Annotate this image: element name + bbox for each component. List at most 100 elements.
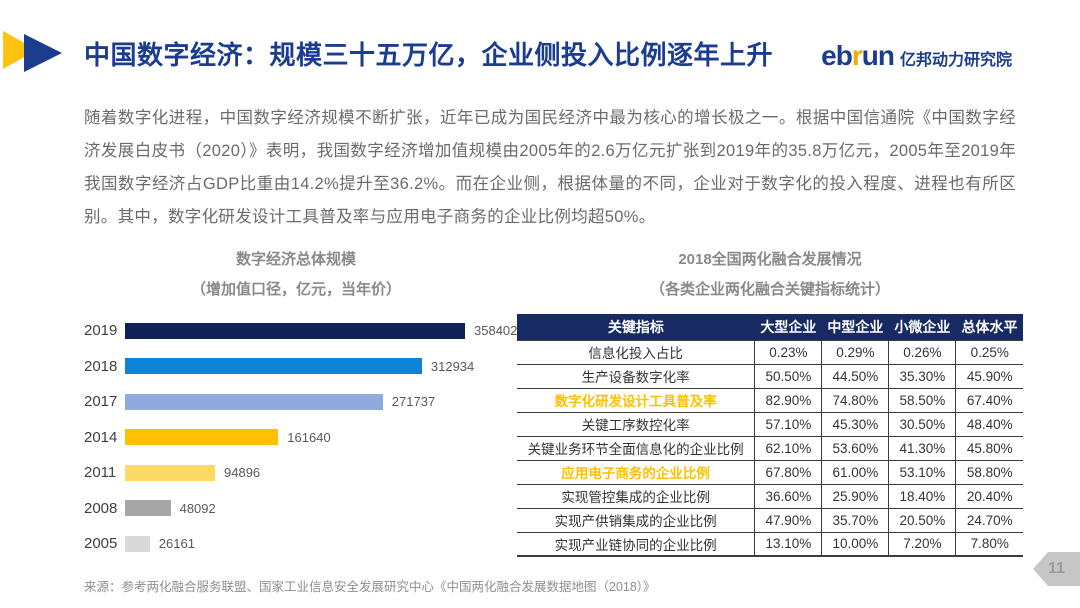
indicator-label: 实现产业链协同的企业比例: [517, 531, 755, 556]
kpi-table-block: 2018全国两化融合发展情况 （各类企业两化融合关键指标统计） 关键指标 大型企业…: [517, 248, 1023, 557]
indicator-label: 应用电子商务的企业比例: [517, 459, 755, 484]
table-column-header: 中型企业: [821, 314, 889, 340]
bar-rect: [125, 535, 150, 552]
indicator-value: 58.50%: [888, 387, 956, 412]
table-column-header: 大型企业: [754, 314, 822, 340]
bar-track: 26161: [125, 535, 508, 552]
table-column-header: 关键指标: [517, 314, 755, 340]
bar-row: 2005 26161: [84, 526, 508, 562]
table-row: 关键业务环节全面信息化的企业比例 62.10% 53.60% 41.30% 45.80%: [517, 435, 1023, 460]
indicator-value: 20.50%: [888, 507, 956, 532]
indicator-value: 25.90%: [821, 483, 889, 508]
indicator-value: 47.90%: [754, 507, 822, 532]
indicator-value: 67.80%: [754, 459, 822, 484]
bar-rect: [125, 358, 422, 375]
indicator-value: 35.70%: [821, 507, 889, 532]
indicator-value: 41.30%: [888, 435, 956, 460]
table-title: 2018全国两化融合发展情况: [678, 251, 862, 268]
page-number: 11: [1048, 560, 1065, 577]
bar-rect: [125, 322, 465, 339]
chart-subtitle: （增加值口径，亿元，当年价）: [190, 281, 401, 298]
source-note: 来源：参考两化融合服务联盟、国家工业信息安全发展研究中心《中国两化融合发展数据地…: [84, 580, 656, 594]
indicator-label: 关键业务环节全面信息化的企业比例: [517, 435, 755, 460]
indicator-value: 18.40%: [888, 483, 956, 508]
bar-track: 48092: [125, 500, 508, 517]
logo-wordmark: ebrun: [821, 40, 895, 72]
table-column-header: 小微企业: [888, 314, 956, 340]
indicator-value: 0.26%: [888, 339, 956, 364]
bar-row: 2019 358402: [84, 313, 517, 349]
indicator-value: 35.30%: [888, 363, 956, 388]
brand-logo: ebrun 亿邦动力研究院: [821, 40, 1012, 72]
indicator-value: 50.50%: [754, 363, 822, 388]
indicator-label: 实现产供销集成的企业比例: [517, 507, 755, 532]
bar-value-label: 161640: [287, 429, 331, 445]
bar-rows: 2019 358402 2018 312934 2017 271737 2014 161640…: [84, 313, 517, 562]
bar-year-label: 2017: [84, 393, 118, 411]
page-number-badge: 11: [1033, 552, 1080, 586]
table-row: 实现管控集成的企业比例 36.60% 25.90% 18.40% 20.40%: [517, 483, 1023, 508]
bar-row: 2014 161640: [84, 420, 508, 456]
table-row: 信息化投入占比 0.23% 0.29% 0.26% 0.25%: [517, 339, 1023, 364]
indicator-value: 0.23%: [754, 339, 822, 364]
table-row: 实现产业链协同的企业比例 13.10% 10.00% 7.20% 7.80%: [517, 531, 1023, 556]
bar-value-label: 271737: [391, 394, 436, 410]
table-row: 实现产供销集成的企业比例 47.90% 35.70% 20.50% 24.70%: [517, 507, 1023, 532]
table-column-header: 总体水平: [955, 314, 1023, 340]
indicator-label: 生产设备数字化率: [517, 363, 755, 388]
bar-year-label: 2018: [84, 357, 118, 375]
indicator-value: 62.10%: [754, 435, 822, 460]
logo-r: r: [851, 40, 863, 71]
indicator-value: 0.25%: [955, 339, 1023, 364]
bar-chart: 数字经济总体规模 （增加值口径，亿元，当年价） 2019 358402 2018 31…: [84, 248, 517, 562]
indicator-value: 7.80%: [955, 531, 1023, 556]
logo-cn-name: 亿邦动力研究院: [899, 52, 1012, 69]
bar-value-label: 312934: [430, 358, 475, 374]
indicator-value: 0.29%: [821, 339, 889, 364]
bar-row: 2011 94896: [84, 455, 508, 491]
table-row: 关键工序数控化率 57.10% 45.30% 30.50% 48.40%: [517, 411, 1023, 436]
indicator-value: 20.40%: [955, 483, 1023, 508]
indicator-value: 57.10%: [754, 411, 822, 436]
table-header-row: 关键指标 大型企业 中型企业 小微企业 总体水平: [517, 314, 1023, 340]
table-row: 生产设备数字化率 50.50% 44.50% 35.30% 45.90%: [517, 363, 1023, 388]
bar-year-label: 2005: [84, 535, 118, 553]
logo-eb: eb: [821, 40, 853, 71]
indicator-value: 13.10%: [754, 531, 822, 556]
bar-year-label: 2014: [84, 428, 118, 446]
indicator-value: 53.60%: [821, 435, 889, 460]
indicator-label: 信息化投入占比: [517, 339, 755, 364]
bar-row: 2018 312934: [84, 349, 508, 385]
indicator-value: 48.40%: [955, 411, 1023, 436]
table-subtitle: （各类企业两化融合关键指标统计）: [649, 281, 890, 298]
table-row: 数字化研发设计工具普及率 82.90% 74.80% 58.50% 67.40%: [517, 387, 1023, 412]
indicator-value: 7.20%: [888, 531, 956, 556]
indicator-value: 82.90%: [754, 387, 822, 412]
intro-paragraph: 随着数字化进程，中国数字经济规模不断扩张，近年已成为国民经济中最为核心的增长极之…: [84, 109, 1016, 226]
table-row: 应用电子商务的企业比例 67.80% 61.00% 53.10% 58.80%: [517, 459, 1023, 484]
bar-track: 271737: [125, 393, 508, 410]
indicator-value: 45.90%: [955, 363, 1023, 388]
bar-year-label: 2008: [84, 499, 118, 517]
indicator-value: 10.00%: [821, 531, 889, 556]
indicator-value: 45.30%: [821, 411, 889, 436]
blue-arrow-icon: [24, 34, 62, 72]
indicator-value: 58.80%: [955, 459, 1023, 484]
bar-rect: [125, 464, 215, 481]
indicator-value: 61.00%: [821, 459, 889, 484]
indicator-label: 关键工序数控化率: [517, 411, 755, 436]
indicator-value: 24.70%: [955, 507, 1023, 532]
bar-track: 161640: [125, 429, 508, 446]
bar-rect: [125, 500, 171, 517]
bar-row: 2017 271737: [84, 384, 508, 420]
bar-row: 2008 48092: [84, 491, 508, 527]
bar-track: 312934: [125, 358, 508, 375]
indicator-value: 74.80%: [821, 387, 889, 412]
kpi-table: 关键指标 大型企业 中型企业 小微企业 总体水平 信息化投入占比 0.23% 0.29% 0.…: [517, 314, 1023, 557]
page-title: 中国数字经济：规模三十五万亿，企业侧投入比例逐年上升: [84, 40, 774, 70]
bar-year-label: 2019: [84, 322, 118, 340]
bar-value-label: 26161: [158, 536, 195, 552]
bar-value-label: 48092: [179, 500, 216, 516]
bar-track: 94896: [125, 464, 508, 481]
indicator-label: 实现管控集成的企业比例: [517, 483, 755, 508]
